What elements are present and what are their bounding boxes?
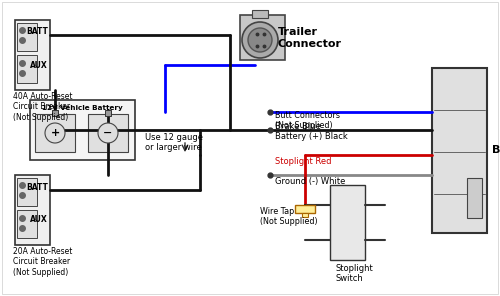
Bar	[432, 68, 487, 233]
Bar	[17, 210, 37, 238]
Bar	[35, 114, 75, 152]
Text: 40A Auto-Reset
Circuit Breaker
(Not Supplied): 40A Auto-Reset Circuit Breaker (Not Supp…	[13, 92, 72, 122]
Text: Wire Tap
(Not Supplied): Wire Tap (Not Supplied)	[260, 207, 318, 226]
Text: Stoplight Red: Stoplight Red	[275, 157, 332, 166]
Bar	[105, 110, 111, 116]
Bar	[17, 23, 37, 51]
Text: BATT: BATT	[26, 183, 48, 192]
Bar	[302, 213, 308, 217]
Text: Brake Blue: Brake Blue	[275, 122, 321, 131]
Bar	[52, 110, 58, 116]
Text: Butt Connectors
(Not Supplied): Butt Connectors (Not Supplied)	[275, 111, 340, 131]
Text: Ground (-) White: Ground (-) White	[275, 177, 345, 186]
Text: Use 12 gauge
or larger wire: Use 12 gauge or larger wire	[145, 133, 203, 152]
Bar	[30, 100, 135, 160]
Bar	[17, 55, 37, 83]
Bar	[15, 175, 50, 245]
Text: Stoplight
Switch: Stoplight Switch	[335, 264, 373, 283]
Text: AUX: AUX	[30, 60, 48, 70]
Circle shape	[248, 28, 272, 52]
Circle shape	[98, 123, 118, 143]
Text: Brake Control: Brake Control	[492, 145, 500, 155]
Text: Battery (+) Black: Battery (+) Black	[275, 132, 348, 141]
Text: Trailer
Connector: Trailer Connector	[278, 27, 342, 49]
Text: BATT: BATT	[26, 28, 48, 36]
Bar	[17, 178, 37, 206]
Bar	[88, 114, 128, 152]
Bar	[467, 178, 482, 218]
Text: 12V Vehicle Battery: 12V Vehicle Battery	[42, 105, 122, 111]
Circle shape	[242, 22, 278, 58]
Text: +: +	[50, 128, 59, 138]
Bar	[252, 10, 268, 18]
Bar	[240, 15, 285, 60]
Bar	[330, 185, 365, 260]
Circle shape	[45, 123, 65, 143]
Bar	[15, 20, 50, 90]
Text: AUX: AUX	[30, 215, 48, 224]
Bar	[295, 205, 315, 213]
Text: 20A Auto-Reset
Circuit Breaker
(Not Supplied): 20A Auto-Reset Circuit Breaker (Not Supp…	[13, 247, 72, 277]
Text: −: −	[104, 128, 112, 138]
